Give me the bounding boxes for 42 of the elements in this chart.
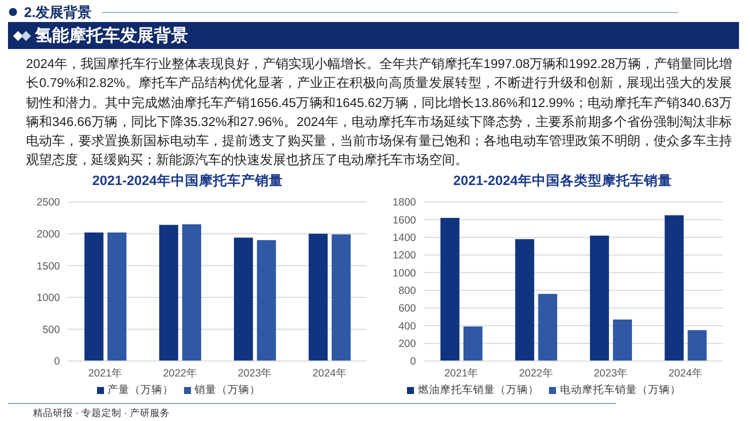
legend-label: 电动摩托车销量（万辆）	[560, 384, 681, 396]
x-tick-label: 2022年	[518, 367, 554, 380]
y-tick-label: 2500	[36, 196, 60, 209]
chart-title: 2021-2024年中国摩托车产销量	[91, 172, 284, 190]
x-tick-label: 2023年	[238, 367, 272, 380]
x-tick-label: 2024年	[668, 367, 703, 380]
bar	[612, 319, 632, 361]
y-tick-label: 0	[54, 356, 60, 368]
x-tick-label: 2024年	[312, 367, 347, 380]
y-tick-label: 1400	[392, 232, 416, 244]
y-tick-label: 0	[410, 356, 416, 368]
bar	[688, 330, 707, 361]
chart-title: 2021-2024年中国各类型摩托车销量	[452, 172, 673, 190]
y-tick-label: 1200	[392, 250, 416, 262]
text: 2.发展背景	[24, 3, 92, 22]
y-tick-label: 1500	[36, 260, 60, 272]
y-tick-label: 400	[398, 320, 416, 332]
bar	[440, 218, 460, 361]
text: 2024年，我国摩托车行业整体表现良好，产销实现小幅增长。全年共产销摩托车1997.08万辆和1992.28万辆，产销量同比增长0.79%和2.82%。摩托车产品结构优化显著，产业正在积极向高质量发展转型，不断进行升级和创新，展现出强大的发展韧性和潜力。其中完成燃油摩托车产销1656.45万辆和1645.62万辆，同比增长13.86%和12.99%；电动摩托车产销340.63万辆和346.66万辆，同比下降35.32%和27.96%。2024年，电动摩托车市场延续下降态势，主要系前期多个省份强制淘汰非标电动车，要求置换新国标电动车，提前透支了购买量，当前市场保有量已饱和；各地电动车管理政策不明朗，使众多车主持观望态度，延缓购买；新能源汽车的快速发展也挤压了电动摩托车市场空间。	[26, 55, 732, 170]
y-tick-label: 600	[398, 302, 416, 315]
legend-label: 产量（万辆）	[108, 384, 174, 396]
x-tick-label: 2023年	[594, 367, 628, 380]
text: 氢能摩托车发展背景	[35, 25, 188, 47]
bar	[538, 294, 558, 361]
y-tick-label: 500	[42, 324, 60, 336]
y-tick-label: 800	[398, 285, 416, 298]
bar	[664, 215, 684, 361]
bar	[515, 239, 534, 361]
bar	[463, 326, 482, 361]
y-tick-label: 1000	[392, 267, 416, 280]
bar	[590, 236, 609, 361]
y-tick-label: 1600	[392, 214, 416, 226]
y-tick-label: 200	[398, 338, 416, 350]
y-tick-label: 1000	[36, 292, 60, 304]
x-tick-label: 2021年	[88, 367, 123, 380]
x-tick-label: 2021年	[444, 367, 479, 380]
y-tick-label: 2000	[36, 228, 60, 241]
legend-label: 燃油摩托车销量（万辆）	[418, 384, 539, 396]
text: 精品研报 · 专题定制 · 产研服务	[33, 407, 170, 421]
legend-label: 销量（万辆）	[194, 384, 260, 396]
x-tick-label: 2022年	[162, 367, 198, 380]
y-tick-label: 1800	[392, 196, 416, 209]
